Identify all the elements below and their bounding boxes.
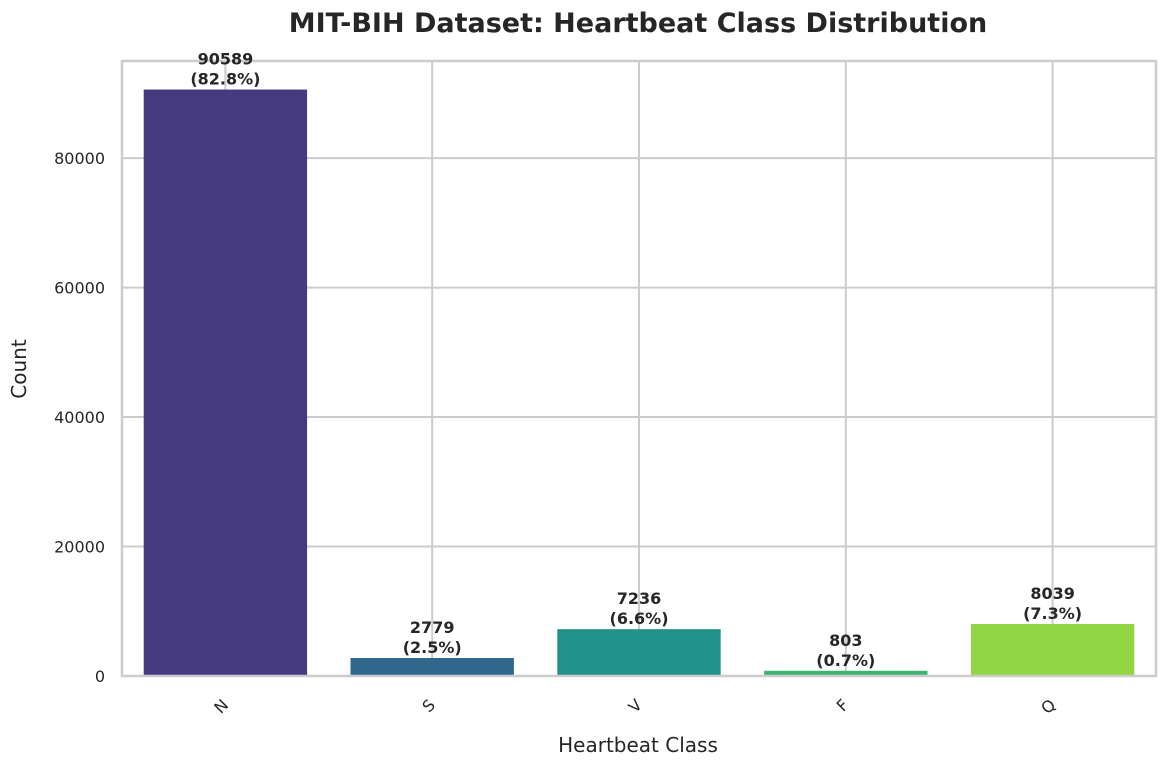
chart-title: MIT-BIH Dataset: Heartbeat Class Distrib…: [289, 8, 987, 39]
y-tick-label: 0: [95, 667, 105, 686]
bar-Q: [970, 623, 1135, 676]
data-label-percent: (82.8%): [190, 70, 260, 89]
data-label-count: 90589: [198, 50, 254, 69]
data-label-percent: (2.5%): [403, 638, 462, 657]
x-tick-label: N: [210, 695, 232, 717]
data-label-count: 8039: [1030, 584, 1075, 603]
y-tick-label: 20000: [54, 538, 105, 557]
x-tick-label: V: [625, 695, 646, 716]
bar-S: [350, 658, 514, 676]
data-label-percent: (7.3%): [1023, 604, 1082, 623]
x-tick-label: Q: [1037, 695, 1059, 717]
y-tick-label: 60000: [54, 279, 105, 298]
data-label-count: 803: [829, 631, 862, 650]
data-label-percent: (6.6%): [610, 609, 669, 628]
plot-frame: [120, 59, 1158, 678]
x-tick-label: F: [833, 695, 853, 715]
x-tick-label: S: [418, 695, 439, 716]
y-axis-label: Count: [7, 339, 31, 399]
bar-F: [764, 670, 928, 676]
data-label-count: 2779: [410, 618, 455, 637]
y-tick-label: 40000: [54, 408, 105, 427]
bars: [143, 89, 1135, 676]
y-axis-ticks: 0 20000 40000 60000 80000: [54, 149, 105, 686]
data-label-percent: (0.7%): [816, 651, 875, 670]
data-labels: 90589(82.8%) 2779(2.5%) 7236(6.6%) 803(0.7%…: [190, 50, 1082, 670]
y-tick-label: 80000: [54, 149, 105, 168]
x-axis-label: Heartbeat Class: [558, 733, 718, 757]
bar-N: [143, 89, 308, 676]
data-label-count: 7236: [617, 589, 662, 608]
bar-V: [557, 629, 721, 676]
